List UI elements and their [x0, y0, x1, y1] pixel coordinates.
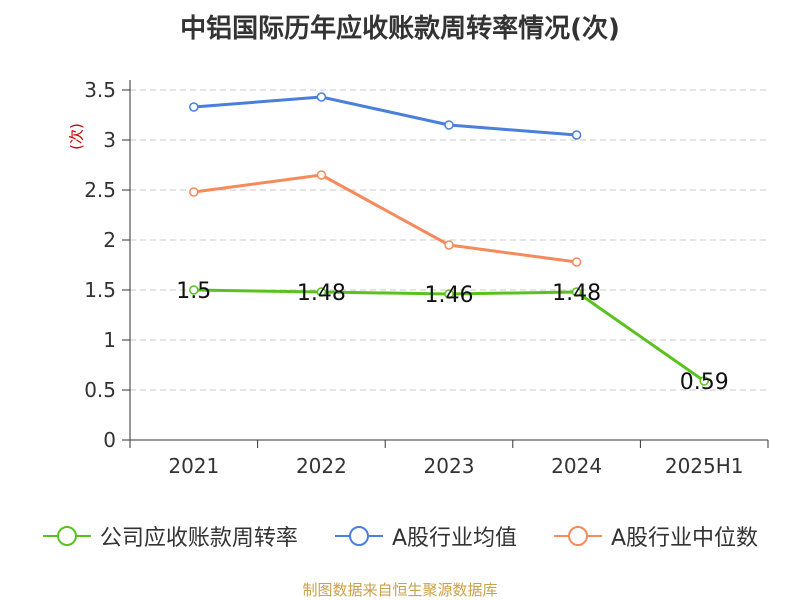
data-point	[571, 130, 582, 140]
y-tick-label: 3.5	[84, 78, 116, 102]
data-point	[571, 257, 582, 267]
data-label: 1.5	[176, 279, 211, 304]
data-label: 0.59	[680, 370, 729, 395]
y-tick-label: 2	[103, 228, 116, 252]
legend-item-industry-mean[interactable]: A股行业均值	[334, 520, 517, 552]
x-tick-label: 2023	[424, 454, 475, 478]
data-point	[444, 120, 454, 130]
data-point	[444, 289, 454, 299]
x-tick-label: 2024	[551, 454, 602, 478]
x-tick-label: 2025H1	[665, 454, 744, 478]
legend-label-industry-median: A股行业中位数	[611, 526, 759, 551]
data-point	[316, 287, 327, 297]
legend-marker-mean-icon	[334, 526, 383, 546]
x-tick-label: 2022	[296, 454, 347, 478]
data-label: 1.48	[552, 281, 601, 306]
data-label: 1.48	[297, 281, 346, 306]
data-point	[444, 240, 454, 250]
data-point	[316, 170, 327, 180]
y-tick-label: 3	[103, 128, 116, 152]
x-tick-label: 2021	[168, 454, 219, 478]
series-line-2	[193, 173, 577, 264]
data-point	[189, 187, 199, 197]
legend-label-industry-mean: A股行业均值	[391, 526, 517, 551]
legend-item-industry-median[interactable]: A股行业中位数	[553, 520, 758, 552]
data-label: 1.46	[425, 283, 474, 308]
y-tick-label: 0	[103, 428, 116, 452]
data-point	[189, 285, 199, 295]
y-tick-label: 2.5	[84, 178, 116, 202]
y-tick-label: 0.5	[84, 378, 116, 402]
data-point	[699, 376, 709, 386]
legend: 公司应收账款周转率 A股行业均值 A股行业中位数	[0, 520, 800, 552]
legend-item-company[interactable]: 公司应收账款周转率	[42, 520, 298, 552]
chart-title: 中铝国际历年应收账款周转率情况(次)	[180, 14, 620, 44]
legend-marker-median-icon	[554, 526, 602, 546]
y-tick-label: 1	[103, 328, 116, 352]
data-point	[571, 287, 582, 297]
source-note: 制图数据来自恒生聚源数据库	[302, 581, 498, 599]
series-line-1	[193, 95, 577, 137]
legend-marker-company-icon	[42, 526, 91, 546]
y-tick-label: 1.5	[84, 278, 116, 302]
data-point	[316, 92, 327, 102]
legend-label-company: 公司应收账款周转率	[99, 526, 298, 551]
data-point	[189, 102, 199, 112]
